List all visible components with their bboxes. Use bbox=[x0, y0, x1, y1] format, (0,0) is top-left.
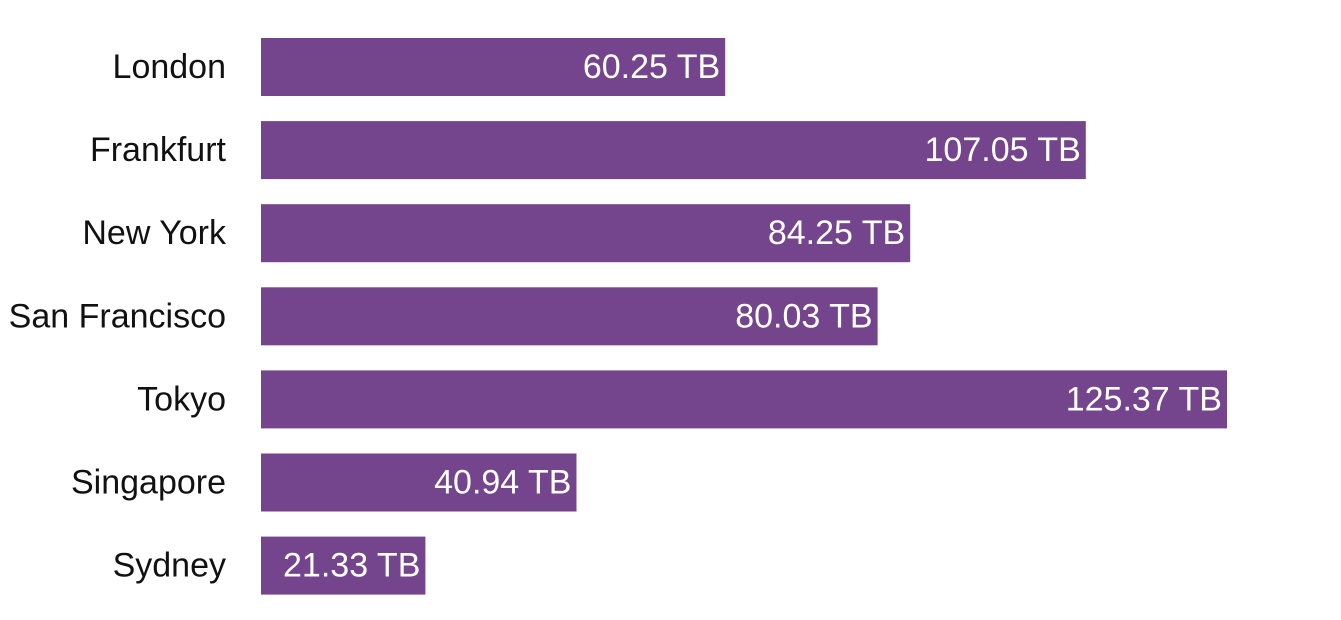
value-label-san-francisco: 80.03 TB bbox=[735, 297, 872, 335]
bar-new-york bbox=[261, 204, 911, 263]
bar-tokyo bbox=[261, 370, 1227, 429]
category-label-san-francisco: San Francisco bbox=[9, 297, 226, 335]
category-label-london: London bbox=[113, 48, 226, 86]
value-labels: 60.25 TB 107.05 TB 84.25 TB 80.03 TB 125.37 … bbox=[283, 48, 1222, 585]
value-label-sydney: 21.33 TB bbox=[283, 547, 420, 585]
bars-layer bbox=[261, 38, 1227, 595]
value-label-singapore: 40.94 TB bbox=[434, 464, 571, 502]
bar-singapore bbox=[261, 453, 577, 512]
bar-london bbox=[261, 38, 726, 96]
bar-sydney bbox=[261, 536, 426, 595]
bar-san-francisco bbox=[261, 287, 878, 346]
category-labels: London Frankfurt New York San Francisco Toky… bbox=[9, 48, 227, 585]
category-label-singapore: Singapore bbox=[71, 464, 226, 502]
value-label-frankfurt: 107.05 TB bbox=[925, 131, 1081, 169]
bar-frankfurt bbox=[261, 121, 1086, 180]
category-label-sydney: Sydney bbox=[113, 547, 226, 585]
value-label-new-york: 84.25 TB bbox=[768, 214, 905, 252]
category-label-new-york: New York bbox=[82, 214, 227, 252]
category-label-frankfurt: Frankfurt bbox=[90, 131, 227, 169]
value-label-london: 60.25 TB bbox=[583, 48, 720, 86]
value-label-tokyo: 125.37 TB bbox=[1066, 380, 1222, 418]
category-label-tokyo: Tokyo bbox=[137, 380, 226, 418]
